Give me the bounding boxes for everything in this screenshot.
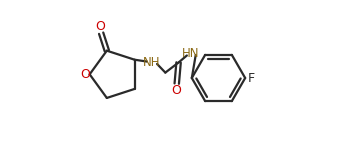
Text: O: O <box>81 68 90 81</box>
Text: HN: HN <box>182 47 200 60</box>
Text: F: F <box>248 71 255 85</box>
Text: O: O <box>95 20 105 33</box>
Text: NH: NH <box>143 56 161 69</box>
Text: O: O <box>171 84 181 97</box>
